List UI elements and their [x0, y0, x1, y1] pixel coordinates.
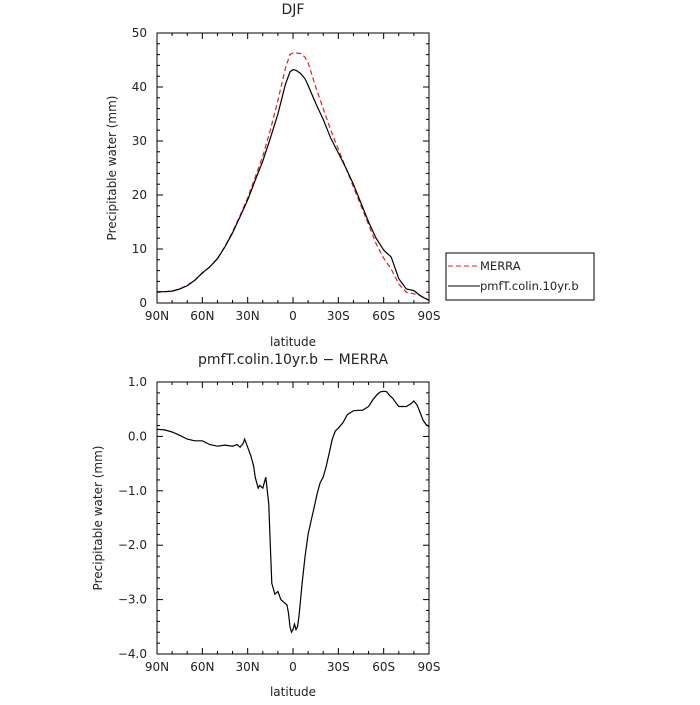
- bottom-panel-frame: [156, 381, 430, 655]
- top-panel: DJF latitude Precipitable water (mm) 90N…: [105, 2, 440, 349]
- top-x-tick-label: 60N: [190, 309, 214, 323]
- top-y-tick-label: 40: [132, 80, 147, 94]
- top-panel-y-axis-title: Precipitable water (mm): [105, 96, 119, 241]
- top-panel-series: [156, 52, 430, 301]
- legend-label-merra: MERRA: [480, 259, 521, 273]
- top-x-tick-label: 0: [289, 309, 297, 323]
- bottom-y-tick-label: −4.0: [118, 647, 147, 661]
- top-x-tick-label: 90N: [145, 309, 169, 323]
- top-x-tick-label: 30N: [236, 309, 260, 323]
- top-series-line-merra: [156, 52, 430, 301]
- bottom-panel: pmfT.colin.10yr.b − MERRA latitude Preci…: [91, 352, 440, 699]
- bottom-x-tick-label: 90S: [418, 660, 441, 674]
- bottom-panel-ticks: 90N 60N 30N 0 30S 60S 90S 1.0 0.0 −1.0 −2.0 −3.0 −4.…: [118, 375, 441, 674]
- bottom-panel-y-axis-title: Precipitable water (mm): [91, 446, 105, 591]
- bottom-x-tick-label: 90N: [145, 660, 169, 674]
- bottom-x-tick-label: 60N: [190, 660, 214, 674]
- bottom-x-tick-label: 0: [289, 660, 297, 674]
- top-panel-frame: [156, 32, 430, 304]
- legend: MERRA pmfT.colin.10yr.b: [445, 252, 595, 301]
- top-x-tick-label: 60S: [372, 309, 395, 323]
- bottom-y-tick-label: −1.0: [118, 484, 147, 498]
- top-y-tick-label: 10: [132, 242, 147, 256]
- bottom-y-tick-label: −2.0: [118, 538, 147, 552]
- top-panel-title: DJF: [282, 2, 305, 18]
- top-y-tick-label: 20: [132, 188, 147, 202]
- top-y-tick-label: 50: [132, 26, 147, 40]
- top-y-tick-label: 0: [139, 296, 147, 310]
- bottom-panel-series: [156, 390, 430, 634]
- bottom-panel-title: pmfT.colin.10yr.b − MERRA: [198, 352, 389, 368]
- bottom-y-tick-label: 0.0: [128, 429, 147, 443]
- legend-box: [445, 252, 595, 301]
- bottom-y-tick-label: −3.0: [118, 593, 147, 607]
- legend-label-model: pmfT.colin.10yr.b: [480, 279, 579, 293]
- top-panel-x-axis-title: latitude: [270, 335, 316, 349]
- top-x-tick-label: 90S: [418, 309, 441, 323]
- bottom-x-tick-label: 30S: [327, 660, 350, 674]
- top-y-tick-label: 30: [132, 134, 147, 148]
- top-series-line-pmft-colin-10yr-b: [157, 69, 430, 301]
- top-x-tick-label: 30S: [327, 309, 350, 323]
- bottom-x-tick-label: 60S: [372, 660, 395, 674]
- bottom-x-tick-label: 30N: [236, 660, 260, 674]
- top-panel-ticks: 90N 60N 30N 0 30S 60S 90S 0 10 20 30 40 50: [132, 26, 441, 323]
- bottom-panel-x-axis-title: latitude: [270, 685, 316, 699]
- bottom-y-tick-label: 1.0: [128, 375, 147, 389]
- bottom-series-line-0: [156, 390, 430, 634]
